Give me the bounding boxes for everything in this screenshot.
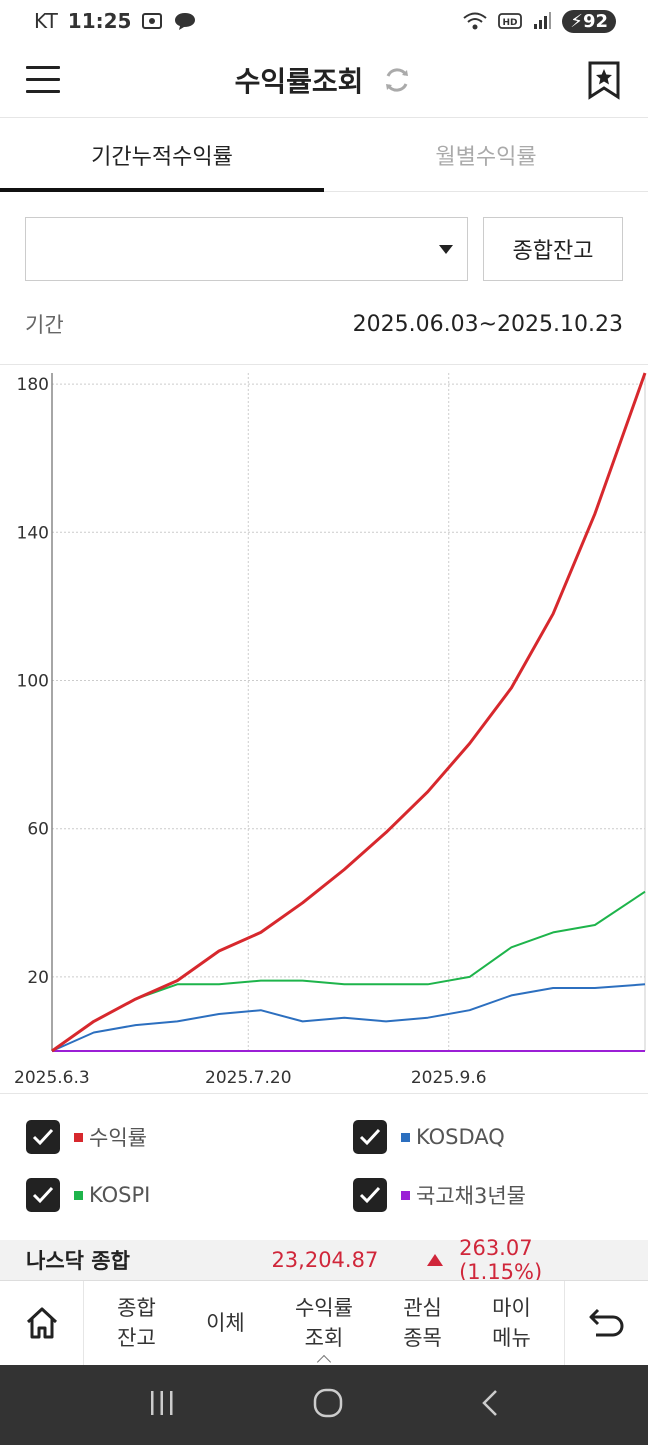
dropdown-arrow-icon bbox=[439, 244, 453, 254]
screenshot-icon bbox=[142, 13, 163, 29]
market-ticker[interactable]: 나스닥 종합 23,204.87 263.07 (1.15%) bbox=[0, 1236, 648, 1284]
system-nav-bar bbox=[0, 1365, 648, 1445]
carrier: KT bbox=[34, 9, 58, 33]
filter-row: 종합잔고 bbox=[25, 217, 623, 281]
refresh-icon[interactable] bbox=[381, 64, 413, 96]
status-bar: KT 11:25 HD ⚡92 bbox=[0, 0, 648, 42]
balance-button[interactable]: 종합잔고 bbox=[483, 217, 623, 281]
legend-swatch bbox=[401, 1190, 410, 1200]
series-line-return bbox=[51, 372, 647, 1053]
up-triangle-icon bbox=[427, 1254, 444, 1266]
tab-monthly-return[interactable]: 월별수익률 bbox=[435, 144, 537, 170]
period-label: 기간 bbox=[25, 313, 64, 337]
y-tick-label: 180 bbox=[17, 375, 49, 395]
bookmark-star-icon[interactable] bbox=[586, 60, 622, 100]
clock: 11:25 bbox=[67, 9, 132, 33]
x-tick-label: 2025.6.3 bbox=[14, 1068, 90, 1088]
chat-icon bbox=[175, 13, 196, 30]
legend-label: 수익률 bbox=[89, 1126, 147, 1150]
svg-text:HD: HD bbox=[503, 18, 518, 28]
checkbox-checked-icon[interactable] bbox=[353, 1120, 387, 1154]
nav-transfer[interactable]: 이체 bbox=[206, 1311, 245, 1335]
account-select[interactable] bbox=[25, 217, 468, 281]
y-tick-label: 60 bbox=[27, 820, 49, 840]
hamburger-menu-icon[interactable] bbox=[26, 66, 60, 94]
series-line-kosdaq bbox=[51, 983, 646, 1052]
app-header: 수익률조회 bbox=[0, 42, 648, 118]
chart-legend: 수익률 KOSDAQ KOSPI 국고채3년물 bbox=[26, 1110, 626, 1230]
legend-swatch bbox=[401, 1132, 410, 1142]
page-title: 수익률조회 bbox=[234, 64, 364, 98]
legend-swatch bbox=[74, 1190, 83, 1200]
ticker-change: 263.07 (1.15%) bbox=[459, 1236, 543, 1284]
return-chart-svg: 2025.6.3 2025.7.20 2025.9.6 20 60 100 140 180 bbox=[14, 372, 647, 1088]
y-tick-label: 100 bbox=[17, 672, 49, 692]
home-icon[interactable] bbox=[0, 1281, 84, 1365]
recent-apps-icon[interactable] bbox=[147, 1389, 177, 1421]
legend-item-treasury[interactable]: 국고채3년물 bbox=[353, 1178, 526, 1212]
legend-swatch bbox=[74, 1132, 83, 1142]
legend-item-return[interactable]: 수익률 bbox=[26, 1120, 147, 1154]
period-value: 2025.06.03~2025.10.23 bbox=[352, 311, 623, 337]
ticker-name: 나스닥 종합 bbox=[26, 1249, 130, 1273]
back-arrow-icon[interactable] bbox=[564, 1281, 648, 1365]
return-chart: 2025.6.3 2025.7.20 2025.9.6 20 60 100 140 180 bbox=[0, 364, 648, 1094]
checkbox-checked-icon[interactable] bbox=[26, 1120, 60, 1154]
wifi-icon bbox=[463, 12, 487, 30]
period-row: 기간 2025.06.03~2025.10.23 bbox=[25, 306, 623, 342]
nav-return-inquiry[interactable]: 수익률 조회 bbox=[294, 1293, 353, 1370]
nav-my-menu[interactable]: 마이 메뉴 bbox=[492, 1296, 531, 1350]
battery-level: ⚡92 bbox=[562, 9, 616, 33]
ticker-price: 23,204.87 bbox=[271, 1248, 379, 1272]
system-back-icon[interactable] bbox=[479, 1388, 501, 1422]
hd-icon: HD bbox=[498, 13, 523, 29]
legend-label: 국고채3년물 bbox=[416, 1184, 526, 1208]
legend-item-kosdaq[interactable]: KOSDAQ bbox=[353, 1120, 505, 1154]
x-tick-label: 2025.9.6 bbox=[411, 1068, 487, 1088]
tab-cumulative-return[interactable]: 기간누적수익률 bbox=[0, 118, 324, 192]
home-circle-icon[interactable] bbox=[312, 1387, 344, 1423]
bottom-nav: 종합 잔고 이체 수익률 조회 관심 종목 마이 메뉴 bbox=[0, 1280, 648, 1370]
tab-bar: 기간누적수익률 월별수익률 bbox=[0, 118, 648, 192]
checkbox-checked-icon[interactable] bbox=[353, 1178, 387, 1212]
legend-item-kospi[interactable]: KOSPI bbox=[26, 1178, 150, 1212]
nav-watchlist[interactable]: 관심 종목 bbox=[403, 1296, 442, 1350]
checkbox-checked-icon[interactable] bbox=[26, 1178, 60, 1212]
y-tick-label: 140 bbox=[17, 523, 49, 543]
nav-total-balance[interactable]: 종합 잔고 bbox=[117, 1296, 156, 1350]
legend-label: KOSPI bbox=[89, 1183, 151, 1207]
nav-return-inquiry-label: 수익률 조회 bbox=[294, 1296, 353, 1350]
series-line-kospi bbox=[51, 890, 646, 1052]
signal-icon bbox=[534, 12, 552, 29]
x-tick-label: 2025.7.20 bbox=[205, 1068, 292, 1088]
legend-label: KOSDAQ bbox=[416, 1125, 505, 1149]
y-tick-label: 20 bbox=[27, 968, 49, 988]
